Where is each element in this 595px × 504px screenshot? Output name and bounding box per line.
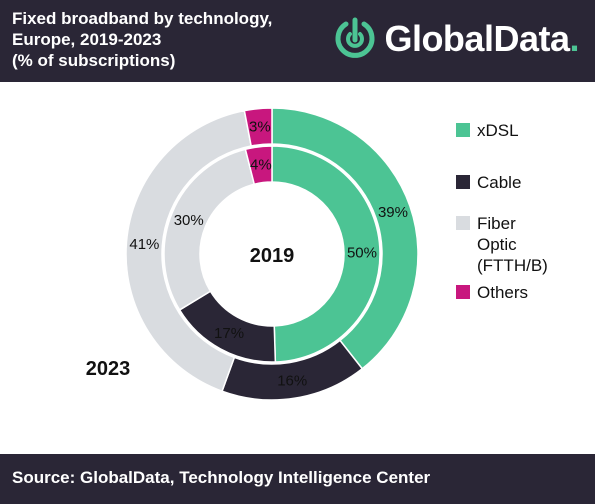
- slice-2019-xdsl: [271, 145, 381, 363]
- inner-year-label: 2019: [250, 245, 295, 267]
- chart-title: Fixed broadband by technology, Europe, 2…: [12, 9, 273, 70]
- legend-item-fiber: Fiber Optic (FTTH/B): [456, 213, 548, 276]
- slice-labels: 50% 17% 30% 4% 39% 16% 41% 3%: [129, 119, 408, 390]
- legend-swatch: [456, 123, 470, 137]
- legend-swatch: [456, 216, 470, 230]
- donut-chart: 50% 17% 30% 4% 39% 16% 41% 3% 2019 2023: [86, 107, 419, 401]
- legend-item-others: Others: [456, 282, 528, 303]
- legend-label: Cable: [477, 173, 522, 192]
- slice-label-2019-others: 4%: [250, 157, 272, 174]
- slice-2023-others: [243, 107, 273, 147]
- slice-label-2023-fiber: 41%: [129, 236, 159, 253]
- globaldata-logo: GlobalData.: [332, 14, 579, 64]
- slice-label-2019-cable: 17%: [214, 325, 244, 342]
- slice-label-2019-fiber: 30%: [174, 212, 204, 229]
- footer-bar: Source: GlobalData, Technology Intellige…: [0, 454, 595, 504]
- slice-label-2023-others: 3%: [249, 119, 271, 136]
- legend-label: Fiber Optic (FTTH/B): [477, 214, 548, 275]
- header-bar: Fixed broadband by technology, Europe, 2…: [0, 0, 595, 82]
- slice-label-2023-xdsl: 39%: [378, 204, 408, 221]
- globaldata-logo-icon: [335, 17, 375, 58]
- legend-swatch: [456, 285, 470, 299]
- legend-swatch: [456, 175, 470, 189]
- donut-rings: [125, 107, 419, 401]
- slice-2023-fiber: [125, 109, 253, 393]
- logo-text: GlobalData: [384, 18, 570, 59]
- source-note: Source: GlobalData, Technology Intellige…: [12, 468, 431, 487]
- slice-label-2023-cable: 16%: [277, 372, 307, 389]
- legend-label: xDSL: [477, 121, 519, 140]
- slice-2019-others: [244, 145, 273, 186]
- legend-label: Others: [477, 283, 529, 302]
- legend-item-xdsl: xDSL: [456, 120, 519, 141]
- outer-year-label: 2023: [86, 358, 131, 380]
- logo-wordmark: GlobalData.: [384, 18, 579, 60]
- logo-dot: .: [569, 18, 579, 59]
- slice-label-2019-xdsl: 50%: [347, 245, 377, 262]
- legend-item-cable: Cable: [456, 172, 521, 193]
